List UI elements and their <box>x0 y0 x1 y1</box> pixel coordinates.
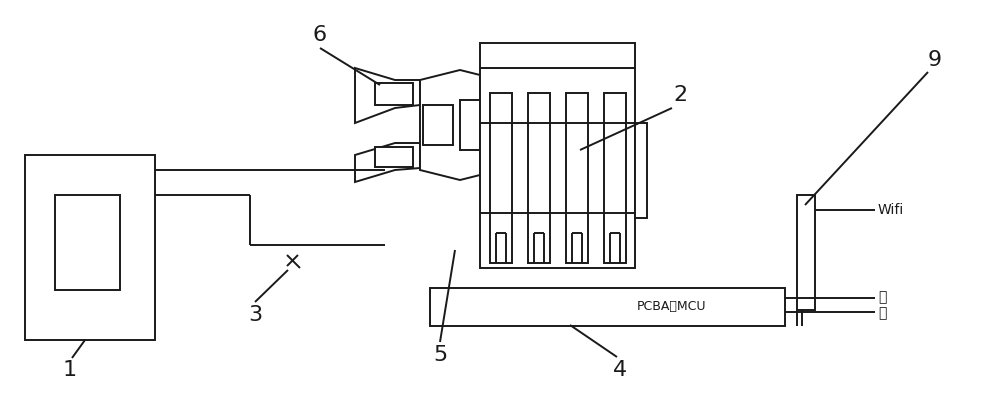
Polygon shape <box>355 143 420 182</box>
Bar <box>604 93 626 263</box>
Text: 1: 1 <box>63 360 77 380</box>
Bar <box>55 195 120 290</box>
Text: 3: 3 <box>248 305 262 325</box>
Bar <box>528 93 550 263</box>
Polygon shape <box>420 70 480 180</box>
Bar <box>797 195 815 310</box>
Text: 6: 6 <box>313 25 327 45</box>
Text: 5: 5 <box>433 345 447 365</box>
Bar <box>375 147 413 167</box>
Polygon shape <box>355 68 420 123</box>
Bar <box>430 288 785 326</box>
Text: PCBA含MCU: PCBA含MCU <box>637 300 706 314</box>
Text: 信
号: 信 号 <box>878 290 886 320</box>
Bar <box>480 43 635 68</box>
Bar <box>375 83 413 105</box>
Bar <box>460 100 480 150</box>
Text: 2: 2 <box>673 85 687 105</box>
Text: 9: 9 <box>928 50 942 70</box>
Bar <box>635 123 647 218</box>
Bar <box>480 68 635 268</box>
Text: 4: 4 <box>613 360 627 380</box>
Bar <box>566 93 588 263</box>
Bar <box>423 105 453 145</box>
Bar <box>25 155 155 340</box>
Text: Wifi: Wifi <box>878 203 904 217</box>
Bar <box>490 93 512 263</box>
